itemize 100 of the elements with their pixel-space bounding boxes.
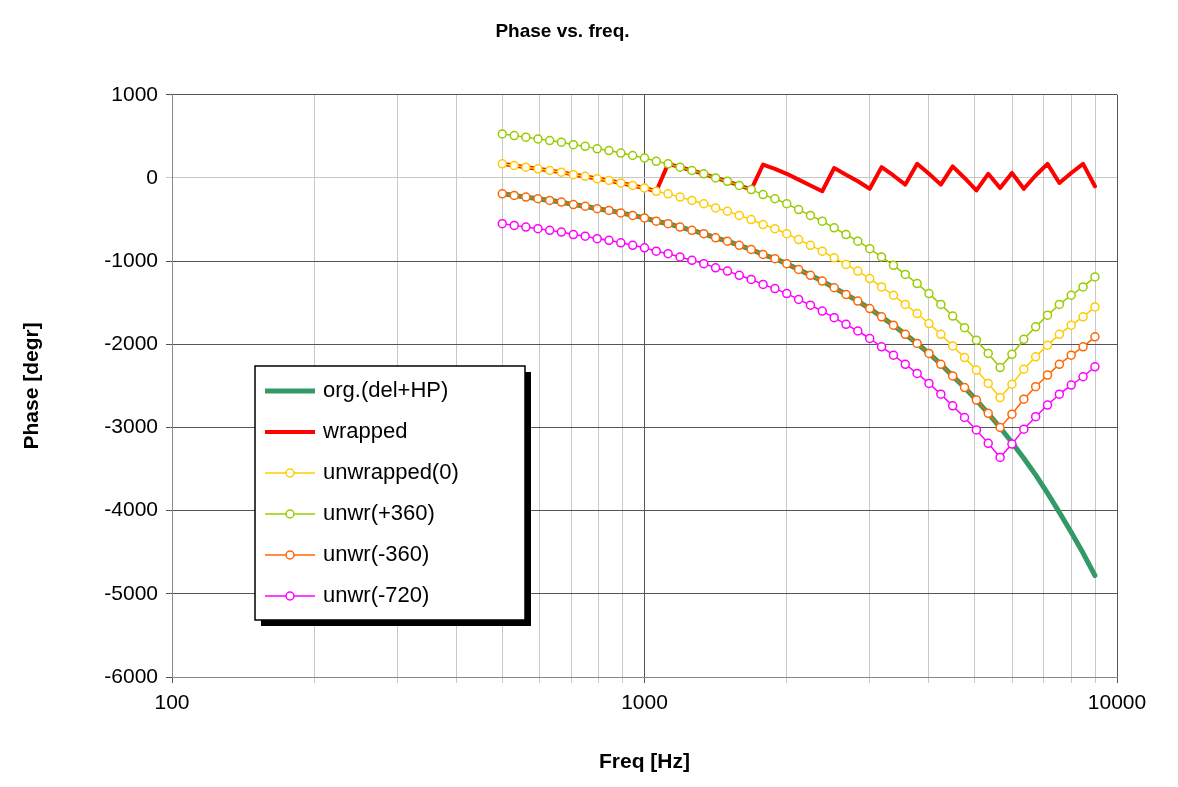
point xyxy=(1030,381,1041,392)
point xyxy=(1054,299,1065,310)
point xyxy=(722,266,733,276)
point xyxy=(1090,272,1100,282)
chart-title: Phase vs. freq. xyxy=(495,19,630,41)
point xyxy=(509,220,519,231)
point xyxy=(497,189,508,199)
legend-label: wrapped xyxy=(322,418,408,444)
point xyxy=(995,392,1005,403)
point xyxy=(592,144,602,154)
point xyxy=(710,203,721,213)
legend-label: unwrapped(0) xyxy=(323,459,459,485)
point xyxy=(1090,332,1100,342)
point xyxy=(580,141,590,152)
point xyxy=(864,273,875,284)
point xyxy=(687,255,697,266)
point xyxy=(1007,349,1017,360)
x-tick-label: 100 xyxy=(154,690,190,714)
legend-label: unwr(-360) xyxy=(323,541,430,567)
point xyxy=(639,213,650,223)
point xyxy=(675,252,685,262)
point xyxy=(722,206,733,216)
point xyxy=(1066,320,1076,330)
point xyxy=(1078,312,1088,322)
point xyxy=(971,335,982,345)
point xyxy=(556,197,567,207)
point xyxy=(1066,290,1076,300)
point xyxy=(888,320,899,330)
point xyxy=(1007,379,1017,389)
x-tick-label: 1000 xyxy=(621,690,668,714)
y-tick-label: -6000 xyxy=(104,663,158,687)
point xyxy=(663,159,673,169)
point xyxy=(1007,409,1017,419)
point xyxy=(639,153,650,163)
point xyxy=(793,294,804,305)
point xyxy=(497,218,508,229)
y-tick-label: -3000 xyxy=(104,414,158,438)
point xyxy=(568,169,579,180)
point xyxy=(675,222,685,232)
y-tick-label: -5000 xyxy=(104,580,158,604)
point xyxy=(663,189,673,199)
point xyxy=(592,204,602,214)
point xyxy=(521,162,531,172)
point xyxy=(687,225,697,236)
point xyxy=(627,210,638,221)
point xyxy=(888,350,899,360)
point xyxy=(687,165,697,176)
point xyxy=(533,194,543,204)
point xyxy=(900,299,911,310)
point xyxy=(924,288,934,299)
point xyxy=(627,240,638,251)
point xyxy=(533,164,543,174)
point xyxy=(722,176,733,187)
point xyxy=(604,205,614,216)
point xyxy=(663,248,673,259)
y-tick-label: -1000 xyxy=(104,247,158,271)
point xyxy=(544,165,555,176)
point xyxy=(675,162,685,172)
point xyxy=(1019,424,1029,434)
point xyxy=(758,279,768,290)
point xyxy=(734,270,745,281)
point xyxy=(1066,350,1076,360)
point xyxy=(616,208,626,218)
point xyxy=(924,378,934,389)
point xyxy=(853,266,863,276)
point xyxy=(663,218,673,229)
point xyxy=(1054,389,1065,399)
point xyxy=(580,231,590,241)
point xyxy=(781,288,792,299)
point xyxy=(604,175,614,186)
point xyxy=(734,240,745,251)
point xyxy=(592,233,602,244)
point xyxy=(841,229,851,240)
point xyxy=(521,222,531,232)
point xyxy=(924,348,934,359)
point xyxy=(912,308,922,319)
point xyxy=(1030,352,1041,362)
point xyxy=(864,303,875,314)
point xyxy=(651,186,662,197)
point xyxy=(533,134,543,144)
point xyxy=(947,401,958,411)
point xyxy=(853,296,863,306)
point xyxy=(805,210,816,221)
point xyxy=(568,229,579,240)
point xyxy=(995,452,1005,463)
point xyxy=(959,412,970,423)
point xyxy=(687,195,697,206)
point xyxy=(604,145,614,156)
x-tick-label: 10000 xyxy=(1087,690,1147,714)
point xyxy=(900,269,911,280)
point xyxy=(651,156,662,167)
point xyxy=(758,219,768,230)
point xyxy=(604,235,614,246)
point xyxy=(639,243,650,253)
point xyxy=(699,228,709,239)
point xyxy=(805,240,816,251)
point xyxy=(746,244,756,255)
point xyxy=(497,159,508,169)
point xyxy=(770,283,780,294)
point xyxy=(746,184,756,195)
